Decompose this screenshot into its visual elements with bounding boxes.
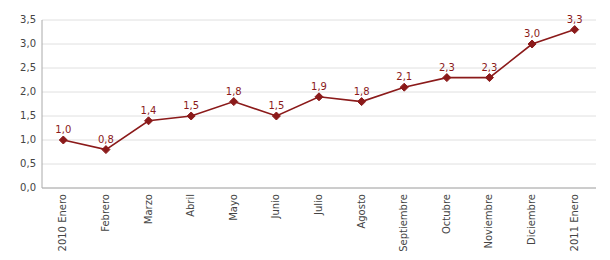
marker [358,98,366,106]
data-label: 2,3 [439,62,455,73]
data-label: 1,9 [311,81,327,92]
x-tick-label: 2010 Enero [57,194,68,251]
grid-line [42,188,596,189]
grid-line [42,164,596,165]
marker [102,146,110,154]
grid-line [42,20,596,21]
y-tick-label: 3,5 [20,14,36,25]
chart: 0,0 0,5 1,0 1,5 2,0 2,5 3,0 3,5 2010 Enero Febrer… [0,0,610,260]
marker [272,112,280,120]
y-tick-label: 1,5 [20,110,36,121]
x-tick-label: Marzo [143,194,154,224]
y-tick-label: 2,0 [20,86,36,97]
x-tick-label: Mayo [228,194,239,221]
x-tick-label: Septiembre [398,194,409,252]
x-tick-label: Julio [313,194,324,216]
marker [230,98,238,106]
plot-area [59,26,578,154]
data-label: 1,5 [183,100,199,111]
y-axis-line [42,20,43,188]
marker [59,136,67,144]
data-labels: 1,0 0,8 1,4 1,5 1,8 1,5 1,9 1,8 2,1 2,3 2,3 3,0 3,3 [55,14,582,145]
marker [443,74,451,82]
x-tick-label: Febrero [100,194,111,232]
grid-line [42,44,596,45]
data-label: 1,8 [354,86,370,97]
y-tick-label: 0,5 [20,158,36,169]
x-tick-label: Noviembre [483,194,494,249]
grid-line [42,68,596,69]
data-label: 1,8 [226,86,242,97]
x-tick-label: 2011 Enero [569,194,580,251]
data-label: 1,0 [55,124,71,135]
x-tick-label: Junio [270,194,281,220]
marker [145,117,153,125]
marker [315,93,323,101]
marker [528,40,536,48]
data-label: 2,1 [396,71,412,82]
grid-line [42,116,596,117]
y-tick-label: 1,0 [20,134,36,145]
data-label: 1,5 [268,100,284,111]
x-tick-label: Octubre [441,194,452,234]
x-tick-label: Agosto [356,194,367,229]
y-axis: 0,0 0,5 1,0 1,5 2,0 2,5 3,0 3,5 [20,14,596,193]
y-tick-label: 0,0 [20,182,36,193]
x-tick-label: Abril [185,194,196,217]
x-tick-label: Diciembre [526,194,537,245]
x-axis-line [42,188,596,189]
marker [571,26,579,34]
y-tick-label: 3,0 [20,38,36,49]
data-label: 1,4 [141,105,157,116]
data-label: 3,3 [567,14,583,25]
data-label: 3,0 [524,28,540,39]
line [63,30,574,150]
marker [187,112,195,120]
data-label: 0,8 [98,134,114,145]
grid-line [42,140,596,141]
x-axis: 2010 Enero Febrero Marzo Abril Mayo Junio Juli… [57,194,579,252]
y-tick-label: 2,5 [20,62,36,73]
marker [400,83,408,91]
data-label: 2,3 [482,62,498,73]
marker [485,74,493,82]
